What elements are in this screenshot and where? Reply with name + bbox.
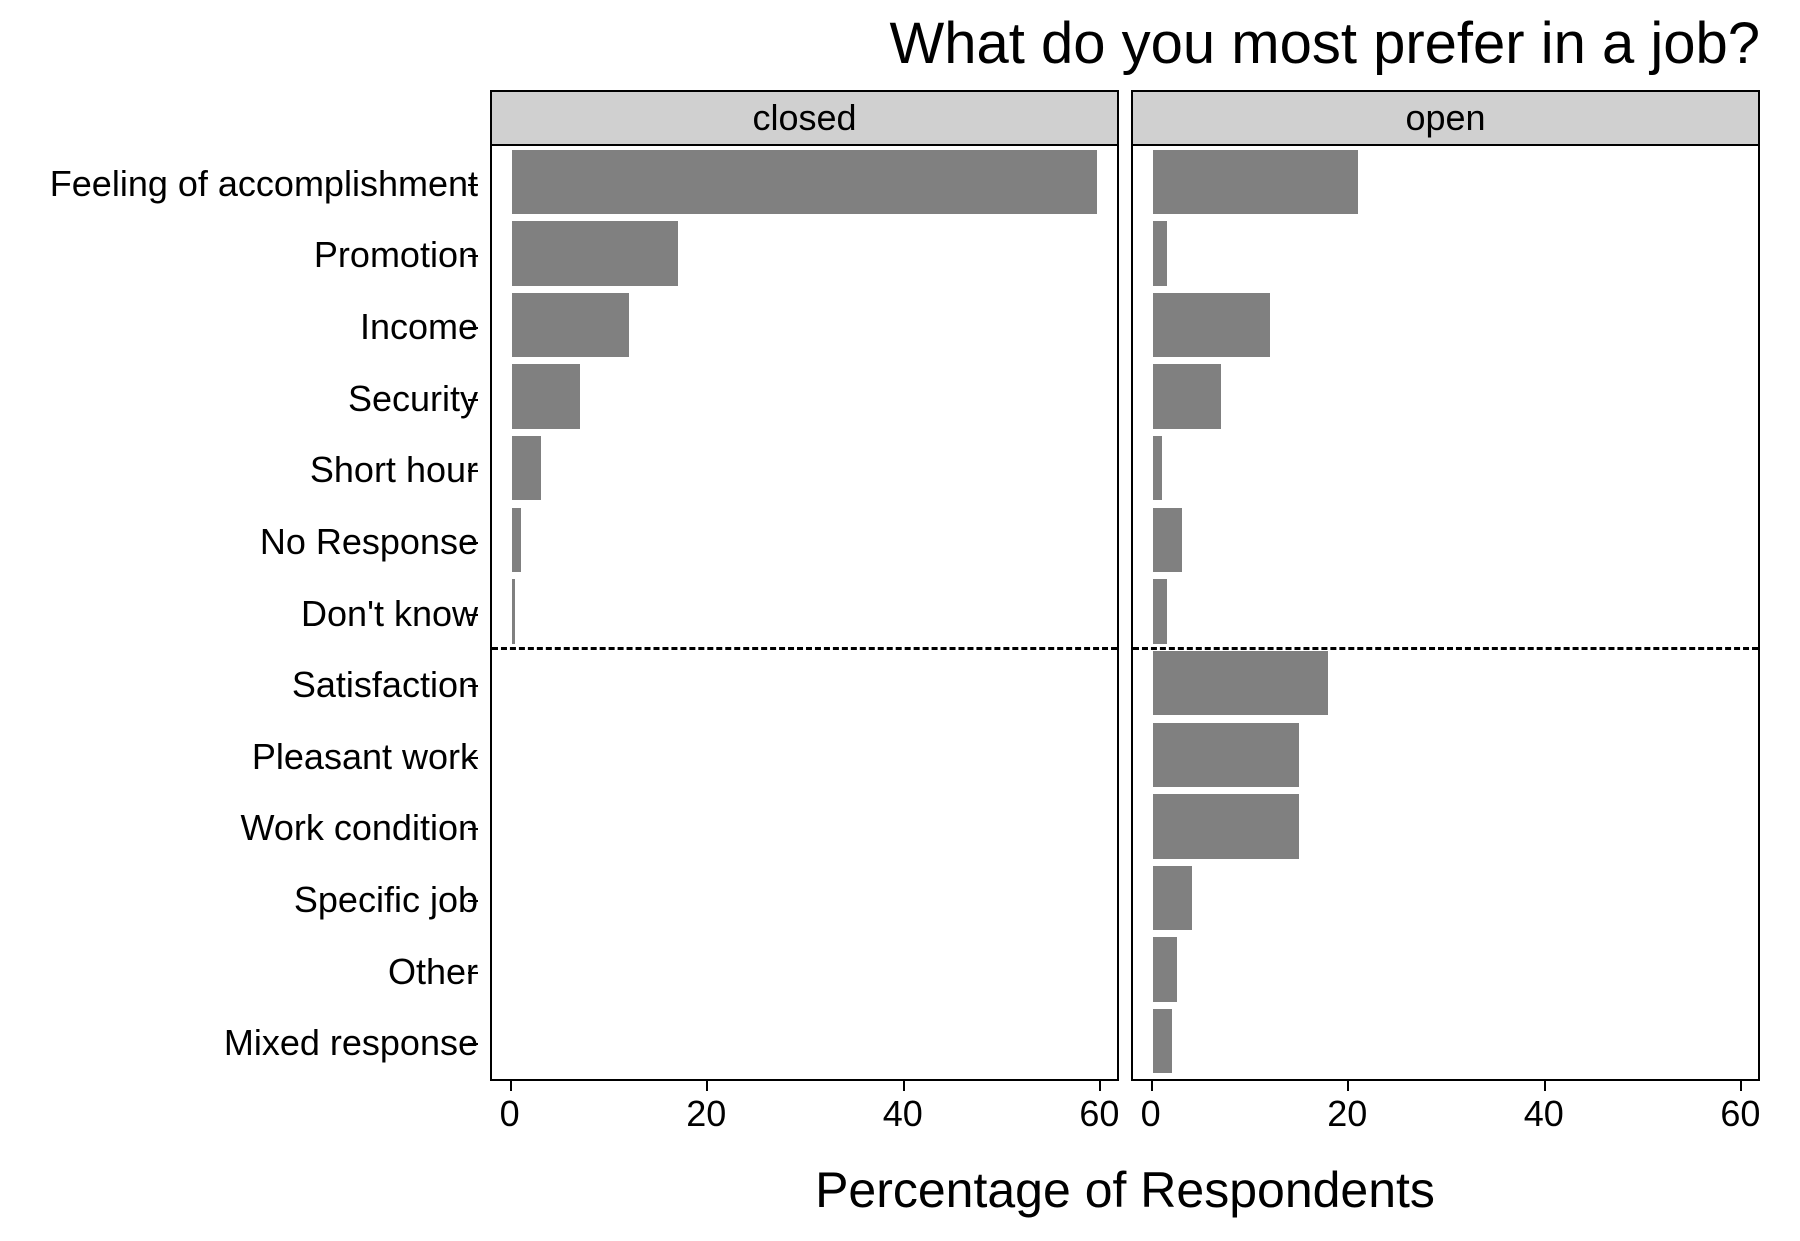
x-axis-tick (1544, 1081, 1546, 1091)
bar (1153, 794, 1299, 858)
y-axis-label-row: Specific job (0, 878, 478, 922)
y-axis-tick (468, 828, 478, 830)
x-axis-tick-label: 40 (883, 1093, 923, 1135)
y-axis-tick (468, 327, 478, 329)
y-axis-label: Security (348, 378, 478, 420)
bar (1153, 1009, 1173, 1073)
x-axis-tick (1099, 1081, 1101, 1091)
divider-line (492, 647, 1117, 650)
bar (1153, 651, 1329, 715)
bar (1153, 866, 1192, 930)
y-axis-label: Pleasant work (252, 736, 478, 778)
y-axis-label: Satisfaction (292, 664, 478, 706)
divider-line (1133, 647, 1758, 650)
facet-strip-label: open (1133, 92, 1758, 146)
x-axis-tick-label: 40 (1524, 1093, 1564, 1135)
x-axis-facet: 0 20 40 60 (1131, 1081, 1760, 1141)
x-axis-tick-label: 0 (500, 1093, 520, 1135)
y-axis-label: Other (388, 951, 478, 993)
x-axis-tick (1151, 1081, 1153, 1091)
facet-panel: open (1131, 90, 1760, 1081)
y-axis-label: Promotion (314, 234, 478, 276)
chart-title: What do you most prefer in a job? (890, 10, 1760, 77)
bar (1153, 937, 1177, 1001)
y-axis-label: Specific job (294, 879, 478, 921)
y-axis-label-row: No Response (0, 520, 478, 564)
y-axis-label-row: Feeling of accomplishment (0, 162, 478, 206)
y-axis-label-row: Satisfaction (0, 663, 478, 707)
y-axis-label: Work condition (241, 807, 478, 849)
y-axis-label-row: Income (0, 305, 478, 349)
x-axis-tick-label: 20 (686, 1093, 726, 1135)
facet-body (492, 146, 1117, 1079)
x-axis-tick (903, 1081, 905, 1091)
y-axis-label-row: Short hour (0, 448, 478, 492)
bar (512, 293, 629, 357)
bar (512, 508, 522, 572)
y-axis-tick (468, 972, 478, 974)
bar (1153, 293, 1270, 357)
y-axis-tick (468, 470, 478, 472)
x-axis-tick-label: 0 (1141, 1093, 1161, 1135)
bar (1153, 723, 1299, 787)
y-axis-label: Short hour (310, 449, 478, 491)
x-axis-facet: 0 20 40 60 (490, 1081, 1119, 1141)
facet-body (1133, 146, 1758, 1079)
y-axis-label: Feeling of accomplishment (50, 163, 478, 205)
y-axis-label: Mixed response (224, 1022, 478, 1064)
y-axis-tick (468, 542, 478, 544)
y-axis-label: No Response (260, 521, 478, 563)
y-axis-tick (468, 685, 478, 687)
x-axis-title: Percentage of Respondents (490, 1161, 1760, 1219)
y-axis-label-row: Pleasant work (0, 735, 478, 779)
y-axis-tick (468, 1043, 478, 1045)
y-axis-label-row: Other (0, 950, 478, 994)
y-axis-label: Don't know (301, 593, 478, 635)
x-axis-tick (1740, 1081, 1742, 1091)
x-axis-tick-label: 20 (1327, 1093, 1367, 1135)
y-axis-tick (468, 184, 478, 186)
y-axis-label: Income (360, 306, 478, 348)
bar (512, 221, 678, 285)
x-axis-tick-label: 60 (1079, 1093, 1119, 1135)
y-axis-label-row: Security (0, 377, 478, 421)
bar (1153, 508, 1182, 572)
bar (512, 579, 516, 643)
plot-area: closed open (490, 90, 1760, 1081)
bar (1153, 579, 1168, 643)
x-axis-tick (510, 1081, 512, 1091)
bar (1153, 150, 1358, 214)
y-axis-tick (468, 757, 478, 759)
bar (1153, 221, 1168, 285)
y-axis-tick (468, 900, 478, 902)
x-axis-tick-label: 60 (1720, 1093, 1760, 1135)
y-axis-tick (468, 614, 478, 616)
y-axis-tick (468, 255, 478, 257)
bar (1153, 436, 1163, 500)
bar (512, 150, 1098, 214)
x-axis-tick (1347, 1081, 1349, 1091)
facet-strip-label: closed (492, 92, 1117, 146)
bar (512, 364, 580, 428)
chart-container: What do you most prefer in a job? Feelin… (0, 0, 1800, 1241)
x-axis-tick (706, 1081, 708, 1091)
y-axis-label-row: Don't know (0, 592, 478, 636)
bar (512, 436, 541, 500)
facet-panel: closed (490, 90, 1119, 1081)
y-axis-label-row: Mixed response (0, 1021, 478, 1065)
y-axis-label-row: Work condition (0, 806, 478, 850)
bar (1153, 364, 1221, 428)
x-axis: 0 20 40 60 0 20 40 60 Percentage of Respondents (490, 1081, 1760, 1241)
y-axis-label-row: Promotion (0, 233, 478, 277)
y-axis-tick (468, 399, 478, 401)
y-axis: Feeling of accomplishment Promotion Income… (0, 90, 490, 1081)
